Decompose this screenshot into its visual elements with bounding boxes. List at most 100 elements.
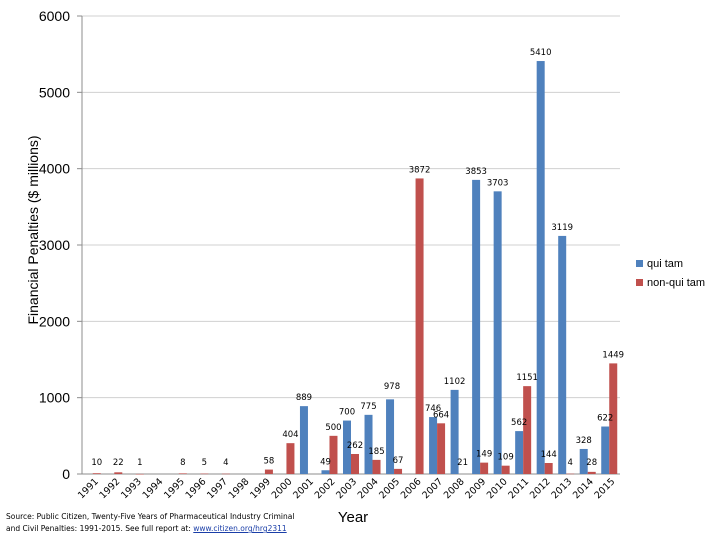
data-label: 149 [476, 450, 492, 460]
data-label: 144 [541, 450, 557, 460]
bar-non-qui-tam [264, 469, 273, 474]
x-tick-label: 2001 [291, 476, 316, 501]
data-label: 10 [91, 458, 102, 468]
data-label: 185 [368, 447, 384, 457]
bar-non-qui-tam [372, 459, 381, 474]
bar-non-qui-tam [135, 473, 144, 475]
x-tick-label: 2010 [485, 476, 510, 501]
bar-non-qui-tam [523, 386, 532, 474]
y-axis-label: Financial Penalties ($ millions) [25, 135, 41, 324]
bar-non-qui-tam [114, 472, 123, 474]
x-tick-label: 2005 [377, 476, 402, 501]
bar-non-qui-tam [178, 473, 187, 474]
bar-non-qui-tam [544, 463, 553, 474]
data-label: 3703 [487, 178, 509, 188]
bar-qui-tam [493, 191, 502, 475]
x-tick-label: 1996 [184, 476, 209, 501]
legend-label-non-qui-tam: non-qui tam [647, 276, 706, 289]
data-label: 500 [325, 423, 341, 433]
x-tick-label: 2002 [313, 476, 338, 501]
data-label: 746 [425, 404, 441, 414]
x-tick-label: 2015 [592, 476, 617, 501]
source-line-2-text: and Civil Penalties: 1991-2015. See full… [6, 524, 194, 533]
source-note: Source: Public Citizen, Twenty-Five Year… [6, 511, 336, 535]
data-label: 328 [576, 436, 592, 446]
bar-non-qui-tam [437, 423, 446, 474]
x-tick-label: 1997 [205, 476, 230, 501]
y-tick-label: 4000 [39, 161, 70, 177]
bar-non-qui-tam [566, 473, 575, 475]
bar-qui-tam [579, 448, 588, 474]
data-label: 21 [457, 458, 468, 468]
bar-non-qui-tam [200, 473, 209, 475]
x-tick-label: 2011 [506, 476, 531, 501]
bar-qui-tam [601, 426, 610, 474]
bar-non-qui-tam [92, 473, 101, 474]
y-tick-label: 3000 [39, 237, 70, 253]
data-label: 67 [393, 456, 404, 466]
bar-non-qui-tam [329, 435, 338, 474]
bar-qui-tam [299, 406, 308, 474]
data-label: 1102 [444, 377, 466, 387]
data-label: 3853 [465, 167, 487, 177]
bar-non-qui-tam [480, 462, 489, 474]
x-tick-label: 2014 [571, 476, 596, 501]
data-label: 700 [339, 408, 355, 418]
bar-non-qui-tam [394, 468, 403, 474]
data-label: 3119 [551, 223, 573, 233]
data-label: 562 [511, 418, 527, 428]
legend-item-non-qui-tam: non-qui tam [636, 273, 705, 292]
bar-non-qui-tam [609, 363, 618, 474]
x-tick-label: 2004 [356, 476, 381, 501]
x-tick-label: 1994 [141, 476, 166, 501]
bar-qui-tam [386, 399, 395, 474]
bar-qui-tam [343, 420, 351, 474]
y-tick-label: 5000 [39, 84, 70, 100]
x-tick-label: 2006 [399, 476, 424, 501]
x-tick-label: 1993 [119, 476, 144, 501]
data-label: 1151 [516, 373, 538, 383]
report-link[interactable]: www.citizen.org/hrg2311 [193, 524, 287, 533]
x-tick-label: 1991 [76, 476, 101, 501]
data-label: 4 [223, 458, 228, 468]
bar-non-qui-tam [221, 473, 230, 475]
data-label: 49 [320, 457, 331, 467]
source-line-2: and Civil Penalties: 1991-2015. See full… [6, 523, 336, 535]
bar-qui-tam [364, 414, 373, 474]
bar-non-qui-tam [501, 465, 510, 474]
data-label: 889 [296, 393, 312, 403]
bar-non-qui-tam [351, 454, 359, 474]
data-label: 404 [282, 430, 298, 440]
data-label: 622 [597, 414, 613, 424]
bar-qui-tam [321, 470, 330, 474]
bar-qui-tam [536, 61, 545, 474]
bar-qui-tam [472, 179, 481, 474]
bar-non-qui-tam [286, 443, 295, 474]
data-label: 28 [586, 458, 597, 468]
legend-swatch-qui-tam [636, 260, 643, 267]
bar-qui-tam [429, 417, 438, 474]
data-label: 978 [384, 382, 400, 392]
data-label: 109 [498, 453, 514, 463]
x-tick-label: 1992 [98, 476, 123, 501]
x-tick-label: 1999 [248, 476, 273, 501]
data-label: 775 [360, 402, 376, 412]
data-label: 1449 [602, 350, 624, 360]
legend-label-qui-tam: qui tam [647, 257, 684, 270]
data-label: 8 [180, 458, 185, 468]
bar-qui-tam [558, 235, 567, 474]
y-tick-label: 0 [62, 466, 70, 482]
legend-swatch-non-qui-tam [636, 279, 643, 286]
x-tick-label: 1998 [227, 476, 252, 501]
x-tick-label: 2009 [463, 476, 488, 501]
x-tick-label: 2012 [528, 476, 553, 501]
x-tick-label: 2008 [442, 476, 467, 501]
bar-qui-tam [450, 389, 459, 474]
x-tick-label: 1995 [162, 476, 187, 501]
data-label: 22 [113, 458, 124, 468]
data-label: 262 [347, 441, 363, 451]
bars [92, 61, 618, 475]
data-label: 4 [567, 458, 572, 468]
x-axis-label: Year [338, 509, 368, 526]
